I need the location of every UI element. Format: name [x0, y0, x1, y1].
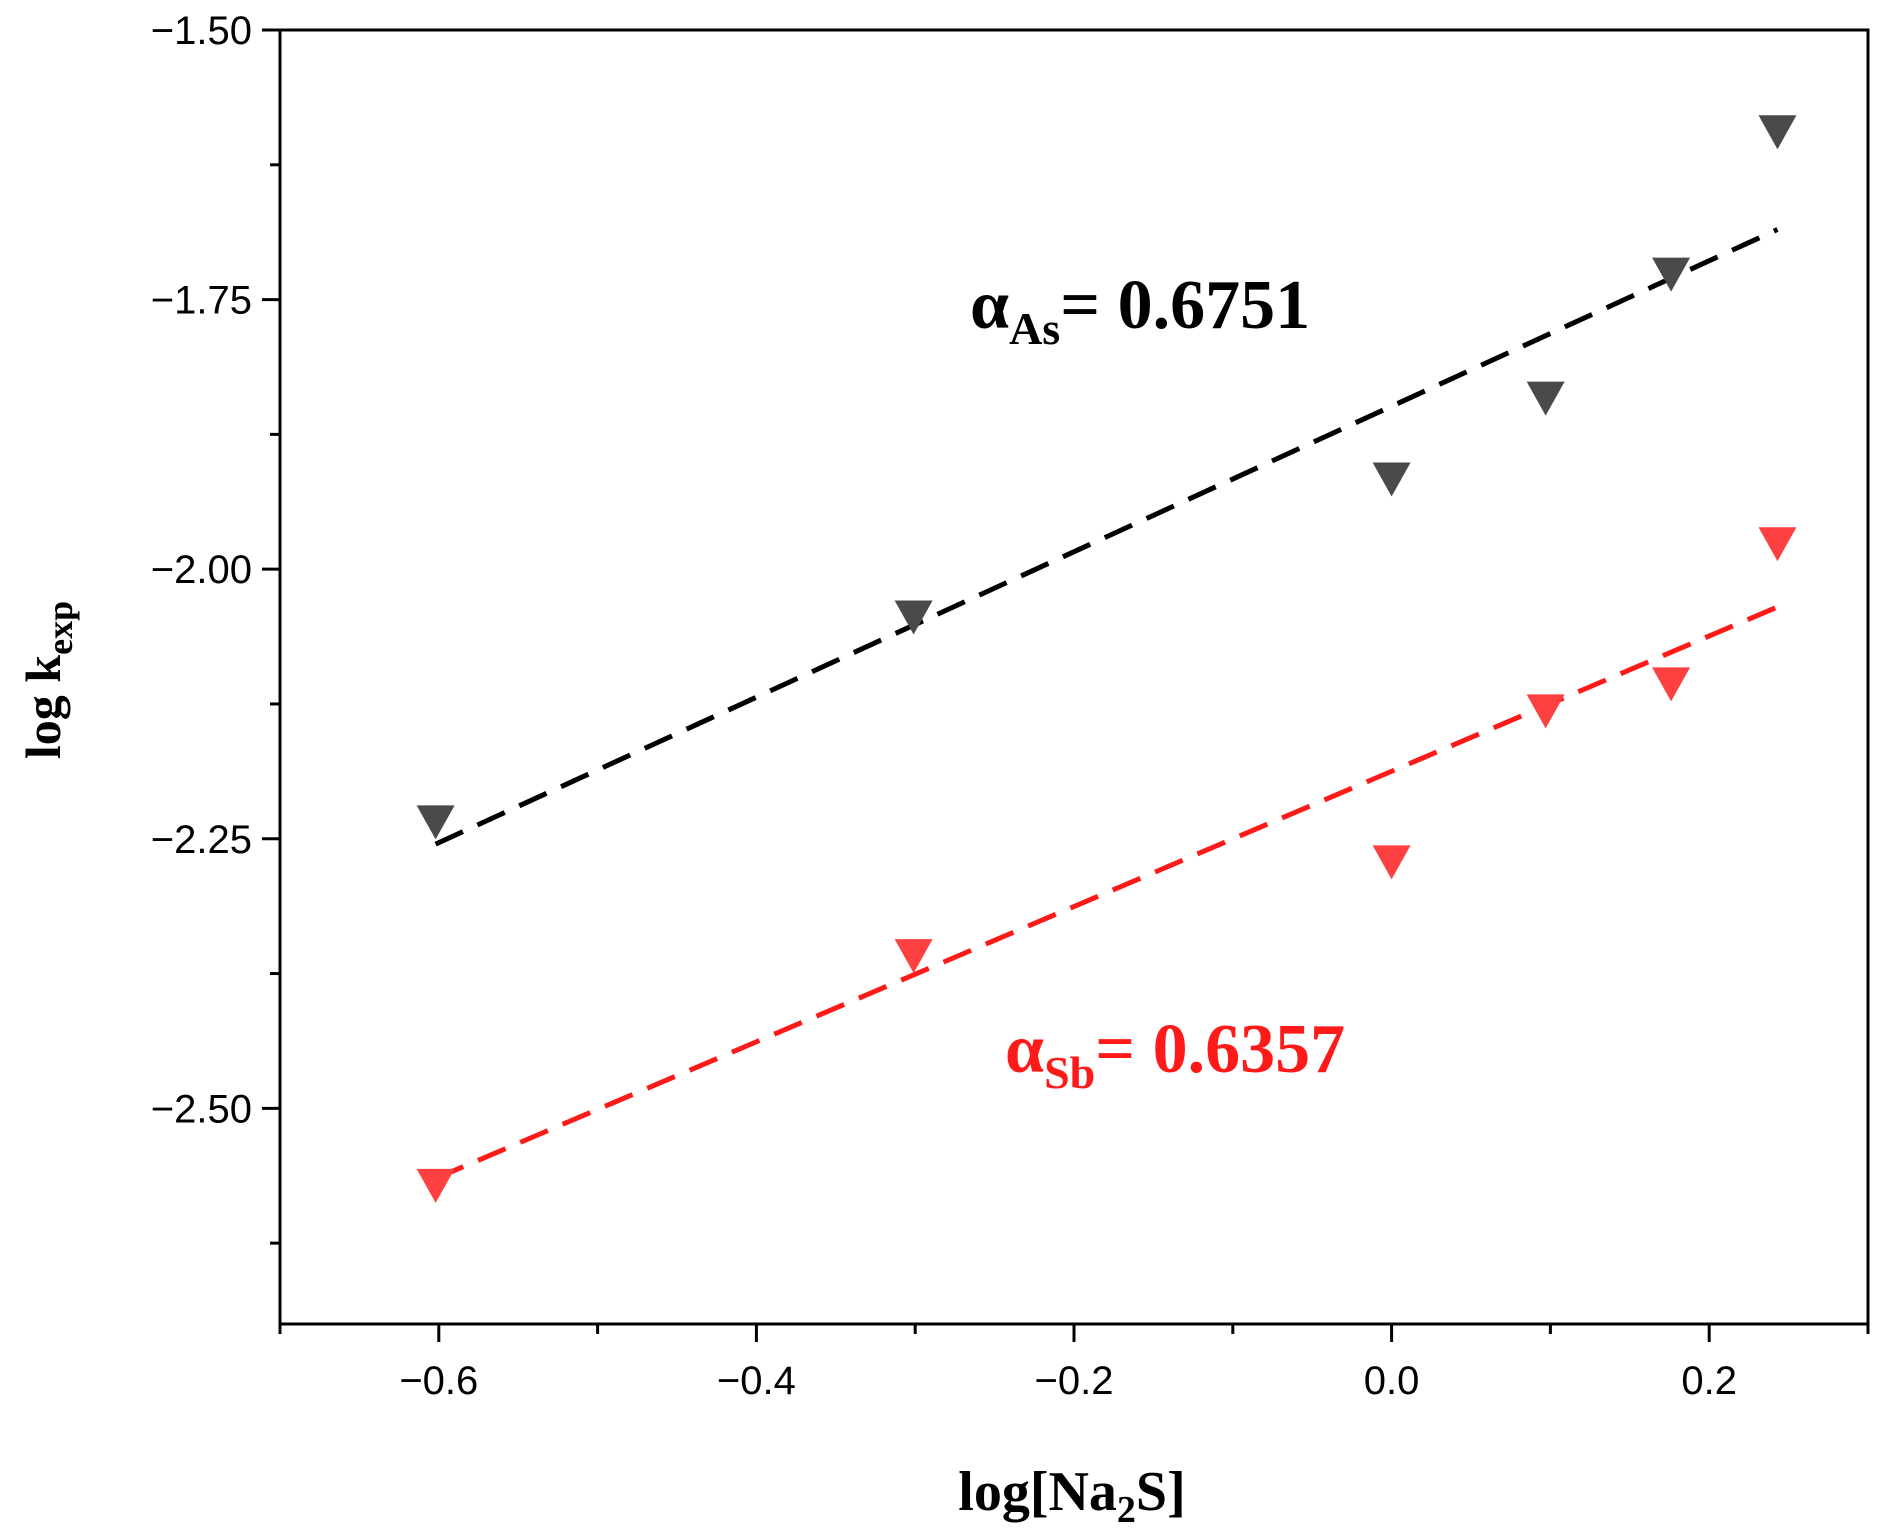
data-point-sb [1758, 527, 1797, 562]
alpha-annotation-as: αAs= 0.6751 [970, 267, 1310, 354]
y-axis-ticks: −1.50 −1.75 −2.00 −2.25 −2.50 [151, 9, 280, 1245]
annotations: αAs= 0.6751 αSb= 0.6357 [970, 267, 1345, 1098]
x-tick-label: 0.2 [1681, 1359, 1737, 1403]
plot-frame [278, 28, 1870, 1326]
x-tick-label: −0.6 [399, 1359, 478, 1403]
y-tick-label: −1.75 [151, 279, 252, 323]
fit-line-as [434, 227, 1779, 847]
y-tick-label: −2.25 [151, 818, 252, 862]
y-tick-label: −2.00 [151, 548, 252, 592]
y-axis-title: log kexp [15, 601, 80, 759]
data-point-as [1652, 257, 1691, 292]
fit-line-sb [434, 604, 1779, 1181]
data-point-as [1758, 115, 1797, 150]
data-markers [416, 115, 1797, 1203]
data-point-sb [1372, 845, 1411, 880]
data-point-sb [894, 939, 933, 974]
x-axis-ticks: −0.6 −0.4 −0.2 0.0 0.2 [278, 1324, 1870, 1403]
y-tick-label: −1.50 [151, 9, 252, 53]
data-point-as [894, 600, 933, 635]
data-point-as [1372, 462, 1411, 497]
x-tick-label: 0.0 [1364, 1359, 1420, 1403]
alpha-annotation-sb: αSb= 0.6357 [1005, 1011, 1345, 1098]
data-point-sb [1526, 694, 1565, 729]
x-tick-label: −0.2 [1035, 1359, 1114, 1403]
data-point-sb [1652, 667, 1691, 702]
data-point-sb [416, 1168, 455, 1203]
data-point-as [1526, 381, 1565, 416]
y-tick-label: −2.50 [151, 1087, 252, 1131]
data-point-as [416, 805, 455, 840]
x-tick-label: −0.4 [717, 1359, 796, 1403]
x-axis-title: log[Na2S] [958, 1461, 1185, 1531]
